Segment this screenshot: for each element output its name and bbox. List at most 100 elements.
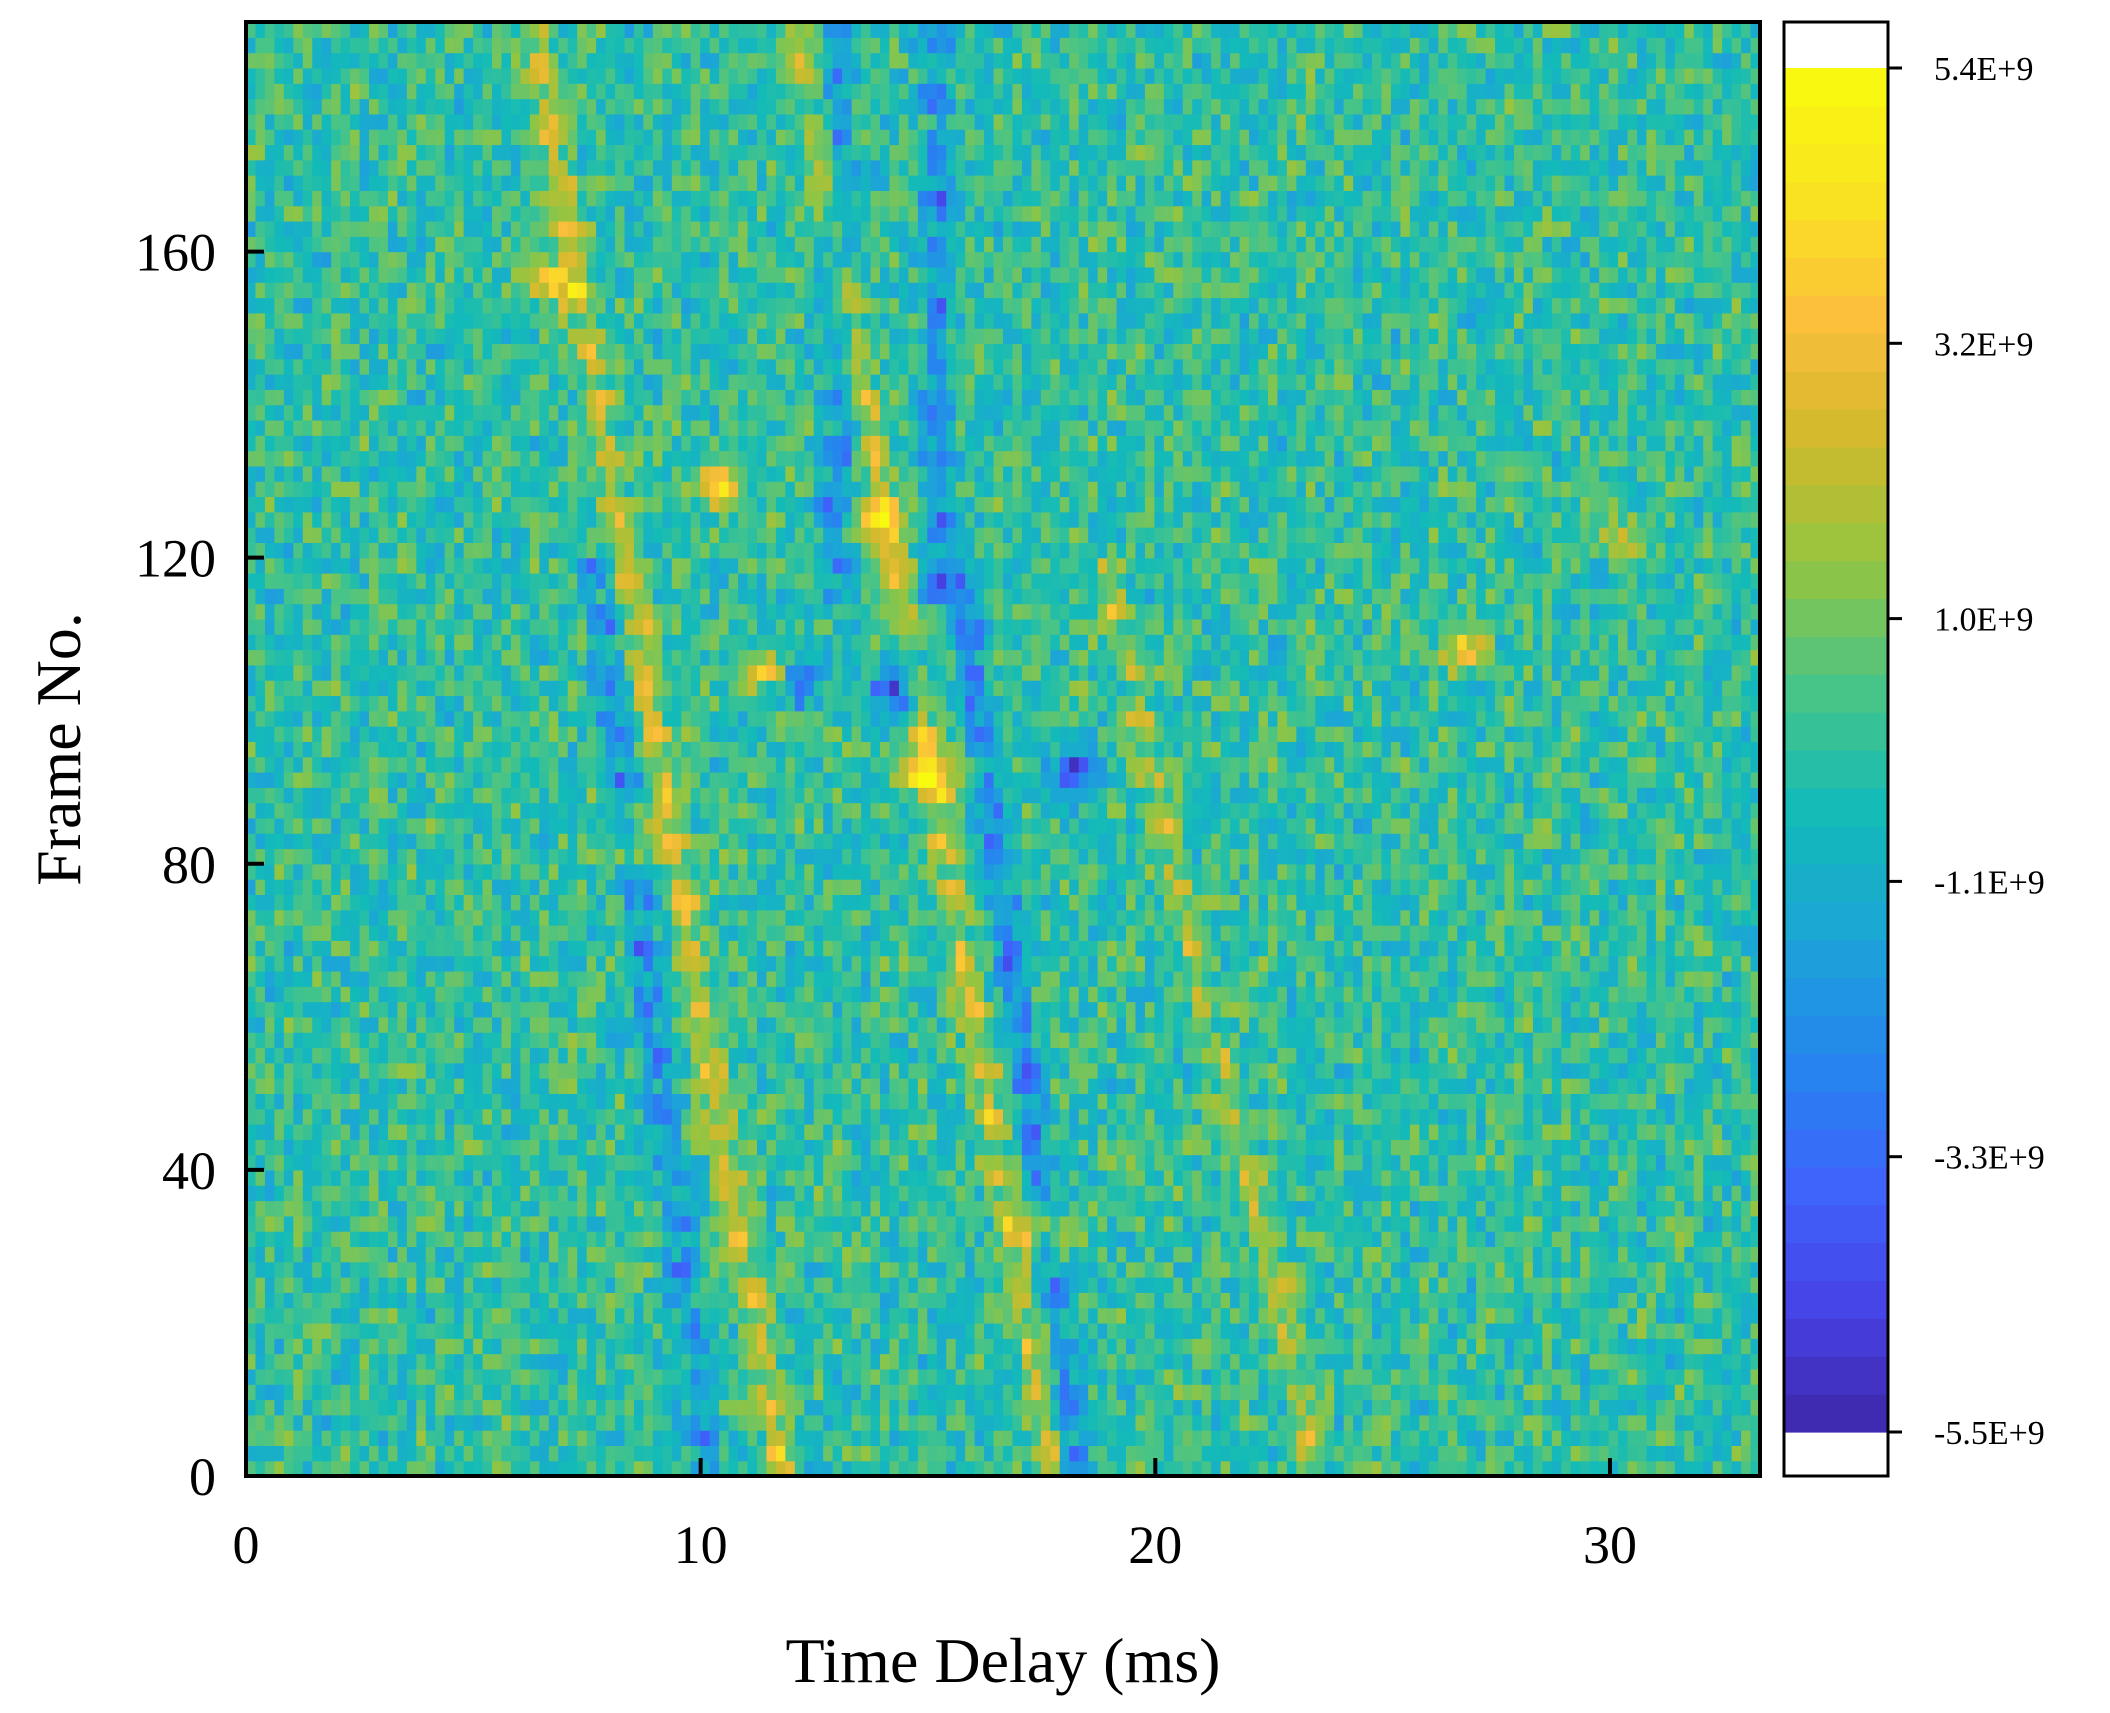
heatmap-cell [567,1169,578,1186]
heatmap-cell [1353,1062,1364,1079]
heatmap-cell [321,1277,332,1293]
heatmap-cell [1021,1292,1032,1309]
heatmap-cell [1551,1108,1562,1125]
heatmap-cell [870,1261,881,1278]
heatmap-cell [340,1062,351,1079]
heatmap-cell [1476,1108,1487,1125]
heatmap-cell [1466,1338,1477,1355]
heatmap-cell [577,1338,588,1355]
heatmap-cell [501,1246,512,1263]
heatmap-cell [1561,1445,1572,1462]
heatmap-cell [832,1353,843,1370]
heatmap-cell [1608,1277,1619,1293]
heatmap-cell [1712,1108,1723,1125]
heatmap-cell [1050,1200,1061,1217]
heatmap-cell [851,1399,862,1416]
heatmap-cell [1144,1185,1155,1202]
heatmap-cell [558,1032,569,1049]
heatmap-cell [1258,1047,1269,1064]
heatmap-cell [435,1169,446,1186]
heatmap-cell [369,1078,380,1094]
heatmap-cell [1050,1154,1061,1171]
heatmap-cell [946,1307,957,1324]
heatmap-cell [1570,1154,1581,1171]
heatmap-cell [652,1277,663,1293]
heatmap-cell [378,1353,389,1370]
heatmap-cell [387,1231,398,1248]
heatmap-cell [397,1001,408,1018]
heatmap-cell [1126,1215,1137,1232]
heatmap-cell [312,1231,323,1248]
heatmap-cell [359,1368,370,1385]
heatmap-cell [842,1277,853,1293]
heatmap-cell [416,1154,427,1171]
heatmap-cell [1372,1001,1383,1018]
heatmap-cell [435,1093,446,1110]
heatmap-cell [832,1261,843,1278]
heatmap-cell [1249,1353,1260,1370]
heatmap-cell [246,1078,257,1094]
heatmap-cell [1021,1460,1032,1476]
heatmap-cell [1031,1093,1042,1110]
heatmap-cell [1163,1322,1174,1339]
heatmap-cell [1154,1353,1165,1370]
heatmap-cell [1286,1307,1297,1324]
heatmap-cell [1277,1384,1288,1401]
heatmap-cell [1182,1154,1193,1171]
heatmap-cell [350,1032,361,1049]
heatmap-cell [1532,1200,1543,1217]
heatmap-cell [1684,1062,1695,1079]
heatmap-cell [1258,1338,1269,1355]
heatmap-cell [1674,1139,1685,1156]
heatmap-cell [1608,1460,1619,1476]
heatmap-cell [350,1277,361,1293]
heatmap-cell [1192,1108,1203,1125]
heatmap-cell [378,1292,389,1309]
heatmap-cell [681,1154,692,1171]
heatmap-cell [548,986,559,1003]
heatmap-cell [1088,1261,1099,1278]
heatmap-cell [1211,1154,1222,1171]
heatmap-cell [1655,1460,1666,1476]
heatmap-cell [1741,1032,1752,1049]
heatmap-cell [1012,1430,1023,1446]
heatmap-cell [861,1078,872,1094]
heatmap-cell [1674,1368,1685,1385]
heatmap-cell [1230,1169,1241,1186]
heatmap-cell [974,1123,985,1140]
heatmap-cell [1447,1016,1458,1033]
heatmap-cell [813,1139,824,1156]
heatmap-cell [321,1108,332,1125]
heatmap-cell [321,1261,332,1278]
heatmap-cell [1088,1384,1099,1401]
heatmap-cell [1372,1338,1383,1355]
heatmap-cell [510,1460,522,1476]
heatmap-cell [1542,1154,1553,1171]
heatmap-cell [1324,1430,1335,1446]
heatmap-cell [1750,1384,1760,1401]
heatmap-cell [1532,1062,1543,1079]
heatmap-cell [482,1368,493,1385]
heatmap-cell [927,1399,938,1416]
heatmap-cell [1220,1399,1231,1416]
heatmap-cell [1513,1016,1525,1033]
heatmap-cell [1201,1062,1212,1079]
heatmap-cell [473,1460,484,1476]
heatmap-cell [539,1169,550,1186]
heatmap-cell [1495,1277,1506,1293]
heatmap-cell [643,1368,654,1385]
heatmap-cell [908,1001,919,1018]
heatmap-cell [1059,1430,1070,1446]
heatmap-cell [643,1353,654,1370]
heatmap-cell [832,1016,843,1033]
heatmap-cell [1646,1414,1657,1431]
heatmap-cell [492,1016,503,1033]
heatmap-cell [1059,1001,1070,1018]
heatmap-cell [766,1261,777,1278]
heatmap-cell [1012,1353,1023,1370]
heatmap-cell [861,1185,872,1202]
heatmap-cell [331,1384,342,1401]
heatmap-cell [889,1139,900,1156]
heatmap-cell [482,1292,493,1309]
heatmap-cell [1390,1200,1402,1217]
